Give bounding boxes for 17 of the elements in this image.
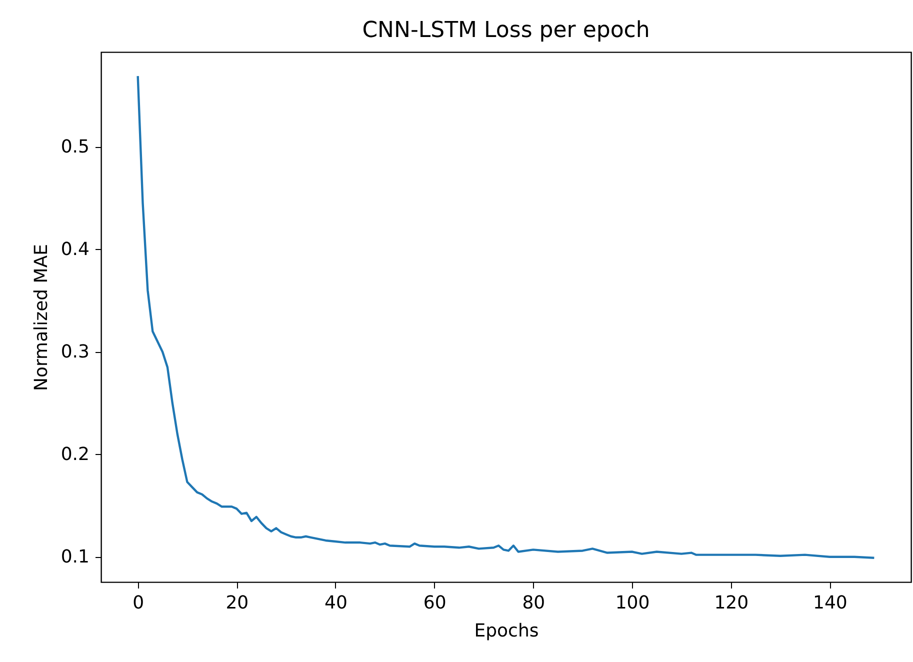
y-tick-label: 0.3	[60, 341, 90, 362]
y-tick-label: 0.4	[60, 238, 90, 260]
x-tick-label: 140	[813, 592, 848, 614]
y-axis-title: Normalized MAE	[30, 244, 52, 392]
x-tick-label: 80	[522, 592, 546, 614]
line-series	[136, 74, 876, 560]
x-tick-label: 60	[423, 592, 446, 614]
x-tick-label: 120	[714, 592, 749, 614]
x-tick-label: 0	[132, 592, 144, 614]
y-tick-label: 0.5	[60, 136, 90, 158]
chart-title: CNN-LSTM Loss per epoch	[362, 18, 650, 43]
x-tick-label: 40	[324, 592, 348, 614]
x-tick-label: 20	[226, 592, 249, 614]
y-tick-label: 0.2	[60, 444, 90, 465]
y-tick-label: 0.1	[60, 546, 90, 568]
x-tick-label: 100	[615, 592, 650, 614]
x-axis-title: Epochs	[474, 620, 539, 642]
